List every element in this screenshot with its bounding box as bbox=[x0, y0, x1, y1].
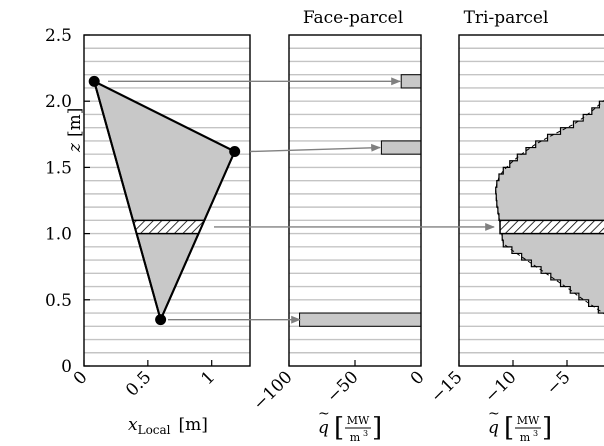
face-parcel-bracket-l: [ bbox=[334, 413, 344, 443]
triangle-panel: 0 0.5 1.0 1.5 2.0 2.5 0 0.5 1 z[m] xLocal [m] bbox=[45, 26, 251, 437]
x-tick-label: 0.5 bbox=[122, 367, 155, 400]
tri-parcel-unit-den: m bbox=[520, 431, 531, 444]
tri-parcel-unit-num: MW bbox=[517, 414, 540, 427]
face-parcel-unit-den: m bbox=[350, 431, 361, 444]
tri-parcel-bracket-r: ] bbox=[542, 413, 552, 443]
x-tick-label: 0 bbox=[407, 367, 429, 389]
y-tick-label: 2.0 bbox=[45, 92, 72, 112]
x-tick-label: −15 bbox=[427, 367, 467, 407]
x-tick-label: 0 bbox=[70, 367, 92, 389]
y-axis-label: z[m] bbox=[65, 108, 85, 153]
face-parcel-title: Face-parcel bbox=[303, 8, 403, 28]
tri-parcel-panel: Tri-parcel −15−10−50 q ~ [ MW m 3 ] bbox=[427, 8, 604, 444]
y-tick-label: 1.5 bbox=[45, 158, 72, 178]
x-axis-label-tri-parcel: q ~ [ MW m 3 ] bbox=[488, 406, 552, 444]
face-parcel-bar bbox=[380, 140, 422, 155]
y-tick-label: 1.0 bbox=[45, 225, 72, 245]
x-axis-label-triangle: xLocal [m] bbox=[128, 415, 208, 437]
face-parcel-bar bbox=[400, 74, 422, 89]
y-tick-label: 2.5 bbox=[45, 26, 72, 46]
triangle-panel-frame bbox=[83, 34, 251, 367]
face-parcel-xlabel-symbol: q bbox=[318, 418, 329, 438]
y-tick-label: 0.5 bbox=[45, 291, 72, 311]
tri-parcel-xlabel-symbol: q bbox=[488, 418, 499, 438]
face-parcel-panel: Face-parcel −100 −50 0 q ~ [ MW m 3 ] bbox=[249, 8, 428, 444]
x-tick-label: −5 bbox=[543, 367, 575, 399]
tri-parcel-unit-exp: 3 bbox=[533, 429, 538, 438]
mapping-arrows bbox=[108, 77, 495, 324]
face-parcel-bar bbox=[299, 312, 422, 327]
x-tick-label: 1 bbox=[197, 367, 219, 389]
tri-parcel-tilde: ~ bbox=[488, 406, 500, 422]
face-parcel-tilde: ~ bbox=[318, 406, 330, 422]
x-axis-label-face-parcel: q ~ [ MW m 3 ] bbox=[318, 406, 382, 444]
triangle-vertex bbox=[88, 75, 100, 87]
x-tick-label: −50 bbox=[323, 367, 363, 407]
triangle-vertex bbox=[155, 314, 167, 326]
mapping-arrow bbox=[249, 143, 381, 153]
face-parcel-unit-num: MW bbox=[347, 414, 370, 427]
tri-parcel-bars bbox=[495, 100, 604, 314]
tri-parcel-hatched-band bbox=[499, 219, 604, 235]
tri-parcel-panel-frame bbox=[458, 34, 604, 367]
tri-parcel-bracket-l: [ bbox=[504, 413, 514, 443]
face-parcel-unit-exp: 3 bbox=[363, 429, 368, 438]
x-tick-label: −10 bbox=[481, 367, 521, 407]
triangle-vertex bbox=[229, 146, 241, 158]
y-tick-label: 0 bbox=[61, 357, 72, 377]
tri-parcel-title: Tri-parcel bbox=[464, 8, 549, 28]
x-tick-label: −100 bbox=[249, 367, 296, 414]
face-parcel-bracket-r: ] bbox=[372, 413, 382, 443]
